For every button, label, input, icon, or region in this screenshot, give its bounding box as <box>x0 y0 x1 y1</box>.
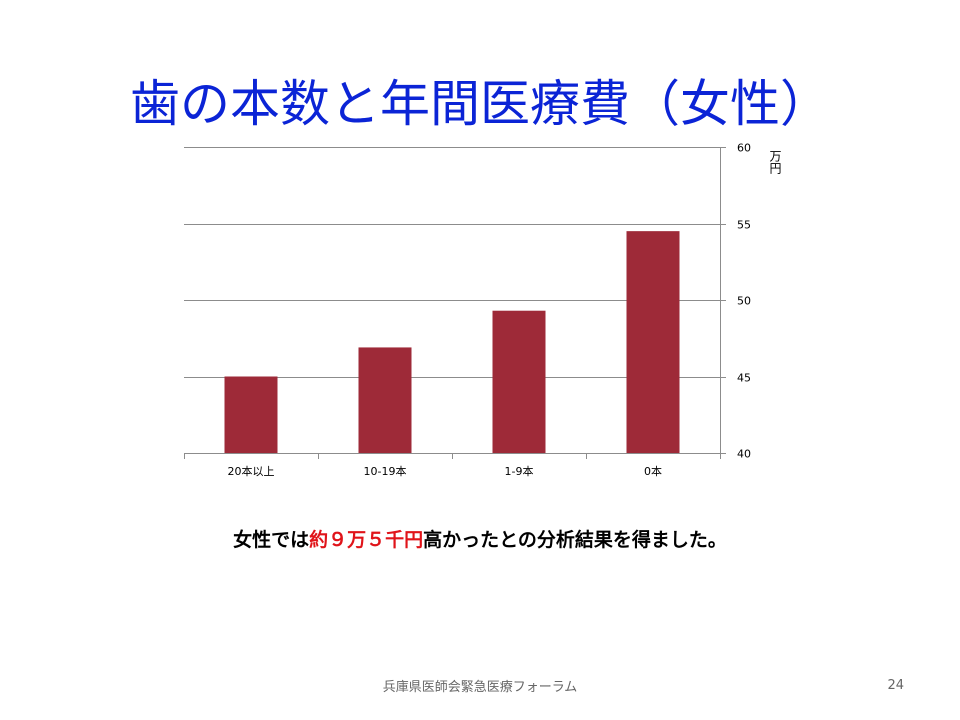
y-axis-unit-label: 万円 <box>768 150 782 174</box>
x-category-labels: 20本以上 10-19本 1-9本 0本 <box>228 464 663 478</box>
y-tick-label-2: 50 <box>737 295 751 308</box>
bar-1 <box>358 347 412 453</box>
footer-text: 兵庫県医師会緊急医療フォーラム <box>382 680 578 695</box>
bar-3 <box>626 231 680 453</box>
summary-prefix: 女性では <box>233 529 310 551</box>
bar-2 <box>492 310 546 453</box>
y-tick-label-1: 45 <box>737 372 751 385</box>
summary-highlight: 約９万５千円 <box>309 529 424 551</box>
x-category-label-2: 1-9本 <box>505 464 534 478</box>
bar-0 <box>224 376 278 453</box>
y-tick-label-3: 55 <box>737 219 751 232</box>
x-category-label-3: 0本 <box>644 464 662 478</box>
y-tick-label-0: 40 <box>737 448 751 461</box>
y-tick-label-4: 60 <box>737 142 751 155</box>
slide-title: 歯の本数と年間医療費（女性） <box>130 75 830 133</box>
x-category-label-0: 20本以上 <box>228 464 275 478</box>
x-category-label-1: 10-19本 <box>364 464 407 478</box>
page-number: 24 <box>887 678 904 693</box>
summary-suffix: 高かったとの分析結果を得ました。 <box>423 529 727 551</box>
summary-text: 女性では約９万５千円高かったとの分析結果を得ました。 <box>0 526 960 554</box>
y-tick-labels: 40 45 50 55 60 <box>737 142 751 461</box>
bar-series <box>224 231 680 453</box>
